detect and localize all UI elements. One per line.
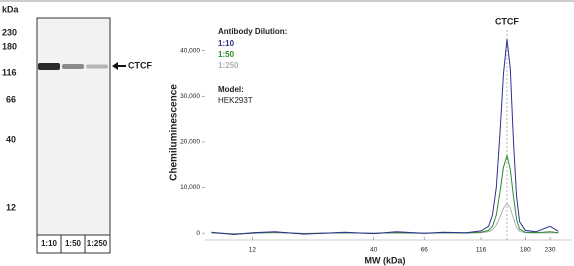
annotation-label: CTCF [495, 16, 519, 26]
legend-title: Antibody Dilution: [218, 27, 287, 36]
chart: 0 10,000 20,000 30,000 40,000 12 40 66 116 180 230… [169, 16, 572, 265]
marker-label: 116 [2, 67, 17, 77]
model-label: Model: [218, 85, 244, 94]
x-tick-label: 116 [476, 247, 487, 254]
y-tick-label: 0 [196, 230, 200, 237]
y-tick-label: 30,000 [180, 93, 200, 100]
marker-label: 40 [6, 134, 16, 144]
legend-entry: 1:10 [218, 39, 235, 48]
marker-label: 180 [2, 41, 17, 51]
band-arrow [112, 62, 126, 70]
x-tick-label: 66 [421, 247, 429, 254]
y-tick-label: 40,000 [180, 47, 200, 54]
blot-panel [37, 18, 110, 235]
lane-label: 1:50 [65, 239, 82, 248]
x-tick-label: 180 [520, 247, 531, 254]
band [86, 65, 108, 69]
lane-label: 1:250 [87, 239, 108, 248]
top-border [0, 0, 574, 2]
figure: kDa 1:10 1:50 1:250 230 180 116 66 40 12… [0, 0, 574, 266]
x-tick-label: 40 [370, 247, 378, 254]
marker-label: 230 [2, 27, 17, 37]
marker-label: 66 [6, 94, 16, 104]
lane-label: 1:10 [41, 239, 58, 248]
band [62, 64, 84, 69]
line-series [212, 39, 559, 234]
model-value: HEK293T [218, 96, 253, 105]
y-tick-label: 10,000 [180, 184, 200, 191]
legend-entry: 1:250 [218, 61, 239, 70]
band [38, 63, 60, 70]
legend-entry: 1:50 [218, 50, 235, 59]
blot-unit: kDa [2, 4, 20, 14]
x-tick-label: 12 [249, 247, 257, 254]
line-series [212, 156, 559, 235]
line-series [212, 204, 559, 234]
x-axis-title: MW (kDa) [365, 255, 406, 265]
band-label: CTCF [128, 60, 152, 70]
markers: 230 180 116 66 40 12 [2, 27, 17, 212]
y-axis-title: Chemiluminescence [169, 84, 180, 181]
marker-label: 12 [6, 202, 16, 212]
y-tick-label: 20,000 [180, 139, 200, 146]
x-tick-label: 230 [545, 247, 556, 254]
